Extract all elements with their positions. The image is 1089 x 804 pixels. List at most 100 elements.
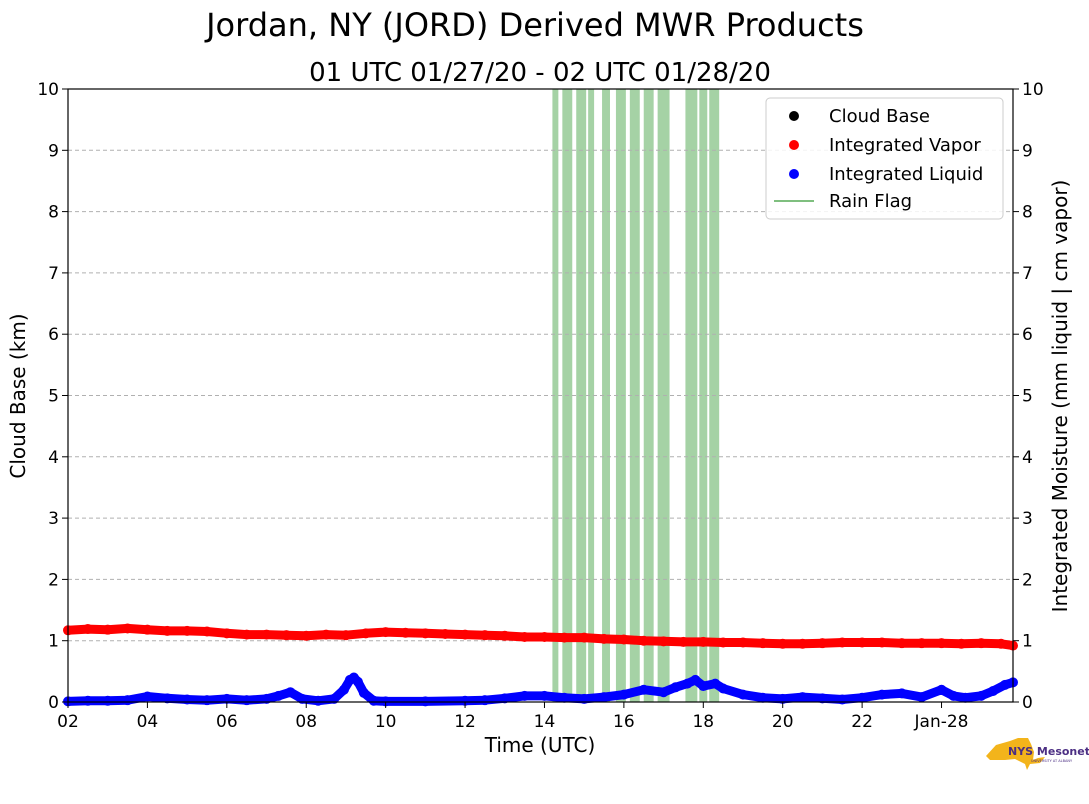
integrated-vapor-point — [777, 638, 788, 649]
integrated-liquid-point — [352, 676, 363, 687]
integrated-liquid-point — [539, 690, 550, 701]
integrated-liquid-point — [837, 694, 848, 705]
integrated-vapor-point — [757, 638, 768, 649]
legend-box — [765, 97, 1004, 220]
integrated-liquid-point — [948, 690, 959, 701]
integrated-liquid-point — [618, 689, 629, 700]
legend-marker-cloud-base — [789, 111, 799, 121]
y-tick-label-right: 1 — [1022, 632, 1033, 652]
integrated-liquid-point — [338, 684, 349, 695]
integrated-liquid-point — [710, 678, 721, 689]
integrated-liquid-point — [936, 684, 947, 695]
integrated-liquid-point — [670, 682, 681, 693]
y-tick-label-right: 0 — [1022, 693, 1033, 713]
integrated-vapor-point — [579, 632, 590, 643]
integrated-vapor-point — [281, 630, 292, 641]
logo-text: NYS Mesonet — [1008, 745, 1089, 758]
integrated-liquid-point — [960, 692, 971, 703]
legend-marker-vapor — [789, 140, 799, 150]
integrated-liquid-point — [313, 695, 324, 706]
integrated-liquid-point — [182, 694, 193, 705]
integrated-vapor-point — [519, 632, 530, 643]
integrated-liquid-point — [682, 678, 693, 689]
integrated-vapor-point — [261, 629, 272, 640]
new-york-state-shape — [986, 738, 1045, 770]
integrated-vapor-point — [82, 624, 93, 635]
integrated-liquid-trace — [63, 673, 1018, 706]
integrated-liquid-point — [358, 687, 369, 698]
integrated-liquid-point — [460, 695, 471, 706]
x-tick-label: 18 — [692, 712, 714, 732]
integrated-vapor-point — [340, 630, 351, 641]
integrated-vapor-point — [658, 636, 669, 647]
integrated-liquid-point — [698, 681, 709, 692]
integrated-liquid-point — [599, 692, 610, 703]
integrated-vapor-point — [638, 635, 649, 646]
integrated-liquid-point — [241, 695, 252, 706]
rain-flag-band — [629, 89, 640, 702]
integrated-vapor-point — [499, 630, 510, 641]
integrated-liquid-point — [82, 695, 93, 706]
integrated-vapor-point — [142, 624, 153, 635]
integrated-liquid-point — [420, 696, 431, 707]
integrated-vapor-point — [420, 628, 431, 639]
integrated-vapor-point — [321, 629, 332, 640]
integrated-liquid-point — [162, 693, 173, 704]
integrated-liquid-point — [122, 695, 133, 706]
integrated-vapor-point — [221, 628, 232, 639]
integrated-vapor-point — [797, 638, 808, 649]
integrated-vapor-point — [102, 624, 113, 635]
grid-lines — [68, 149, 1013, 642]
y-tick-label-left: 1 — [48, 632, 59, 652]
integrated-liquid-point — [976, 690, 987, 701]
rain-flag-band — [602, 89, 610, 702]
integrated-liquid-point — [368, 695, 379, 706]
integrated-vapor-point — [559, 632, 570, 643]
y-tick-label-right: 6 — [1022, 325, 1033, 345]
integrated-liquid-point — [380, 696, 391, 707]
y-tick-label-left: 2 — [48, 570, 59, 590]
integrated-liquid-point — [658, 687, 669, 698]
nys-mesonet-logo: NYS Mesonet UNIVERSITY AT ALBANY — [986, 738, 1089, 770]
integrated-vapor-point — [817, 638, 828, 649]
integrated-vapor-point — [241, 629, 252, 640]
integrated-liquid-point — [896, 688, 907, 699]
integrated-liquid-point — [638, 684, 649, 695]
chart-title: Jordan, NY (JORD) Derived MWR Products — [204, 6, 864, 44]
integrated-liquid-point — [102, 695, 113, 706]
rain-flag-band — [643, 89, 654, 702]
integrated-liquid-point — [479, 695, 490, 706]
y-tick-label-right: 5 — [1022, 387, 1033, 407]
x-tick-label: 12 — [454, 712, 476, 732]
integrated-liquid-point — [201, 695, 212, 706]
rain-flag-band — [552, 89, 559, 702]
legend-label-vapor: Integrated Vapor — [829, 135, 981, 156]
integrated-liquid-point — [1000, 679, 1011, 690]
x-tick-label: 10 — [375, 712, 397, 732]
integrated-vapor-point — [837, 637, 848, 648]
integrated-vapor-point — [956, 638, 967, 649]
y-tick-label-left: 9 — [48, 141, 59, 161]
integrated-vapor-point — [599, 633, 610, 644]
integrated-vapor-point — [162, 625, 173, 636]
integrated-vapor-point — [360, 628, 371, 639]
y-tick-label-right: 9 — [1022, 141, 1033, 161]
legend: Cloud Base Integrated Vapor Integrated L… — [765, 97, 1004, 220]
rain-flag-band — [615, 89, 626, 702]
integrated-vapor-point — [718, 637, 729, 648]
integrated-liquid-point — [857, 692, 868, 703]
y-axis-label-left: Cloud Base (km) — [6, 313, 30, 478]
x-tick-label: 06 — [216, 712, 238, 732]
integrated-liquid-point — [690, 674, 701, 685]
x-axis-label: Time (UTC) — [484, 733, 596, 757]
legend-label-rain: Rain Flag — [829, 191, 912, 212]
integrated-vapor-point — [539, 632, 550, 643]
integrated-liquid-point — [499, 693, 510, 704]
integrated-vapor-point — [936, 638, 947, 649]
y-tick-label-right: 7 — [1022, 264, 1033, 284]
integrated-liquid-point — [738, 689, 748, 700]
x-tick-label: 14 — [534, 712, 556, 732]
x-tick-label: 22 — [851, 712, 873, 732]
y-tick-label-right: 8 — [1022, 203, 1033, 223]
integrated-vapor-point — [301, 630, 312, 641]
